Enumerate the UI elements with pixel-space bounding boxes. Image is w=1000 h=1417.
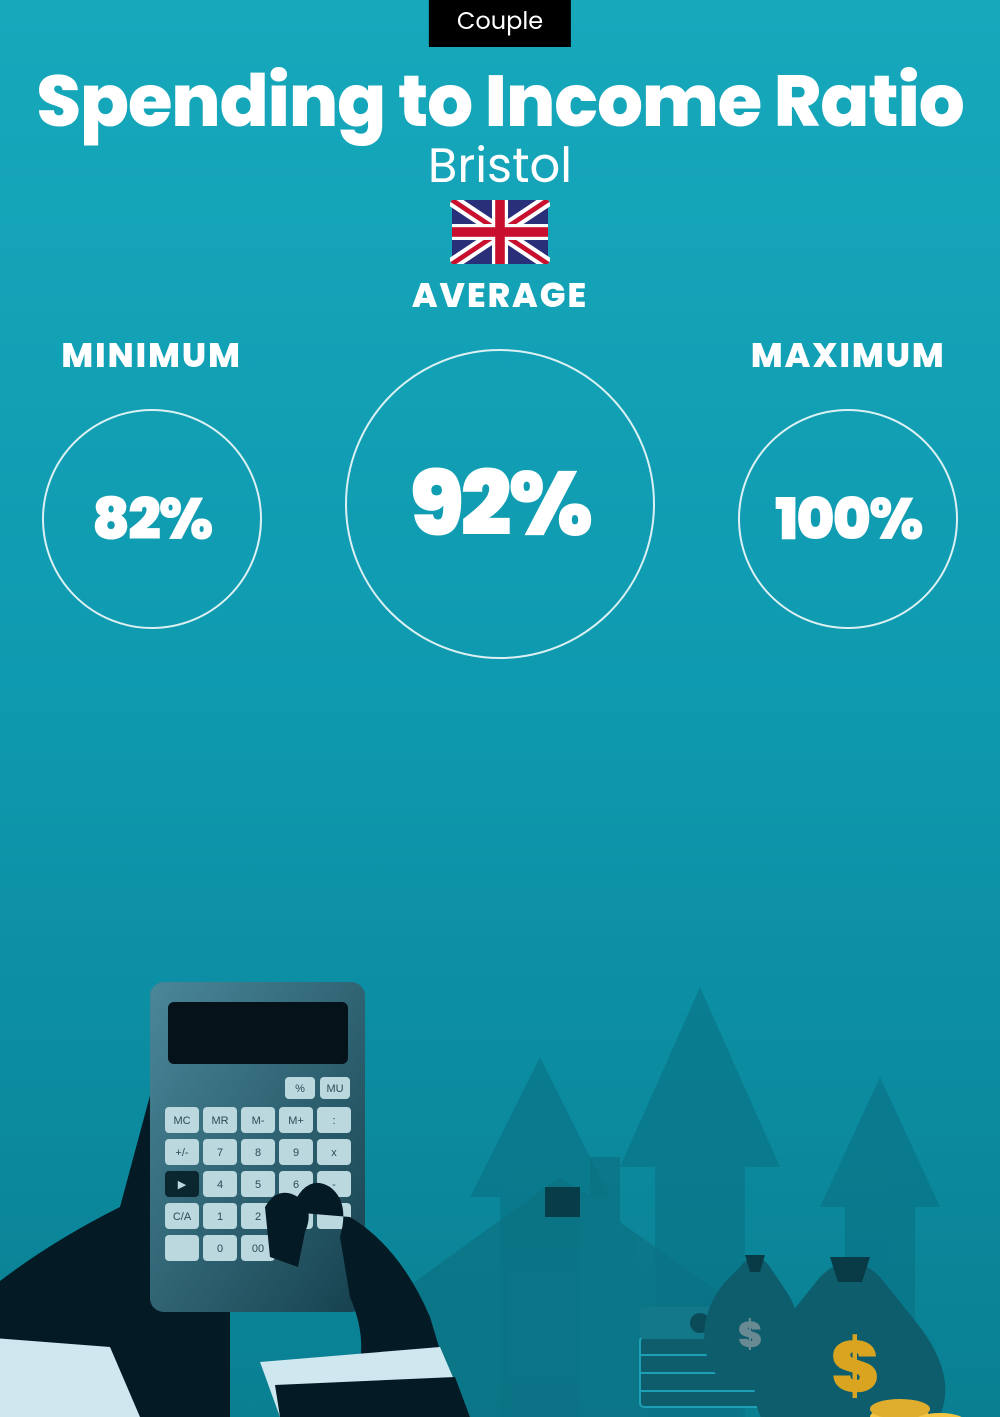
- svg-text:+/-: +/-: [175, 1147, 188, 1159]
- svg-text::: :: [332, 1115, 335, 1127]
- svg-text:-: -: [332, 1179, 336, 1191]
- stat-value-maximum: 100%: [775, 476, 921, 563]
- svg-text:MC: MC: [173, 1115, 190, 1127]
- finance-illustration: $ $: [0, 777, 1000, 1417]
- svg-text:$: $: [738, 1309, 762, 1360]
- stat-label-maximum: MAXIMUM: [751, 330, 946, 381]
- stat-circle-minimum: 82%: [42, 409, 262, 629]
- svg-text:%: %: [295, 1083, 305, 1095]
- calculator-icon: %MU MCMRM-M+: +/-789x ▶456- C/A123 000: [150, 982, 365, 1312]
- stat-circle-maximum: 100%: [738, 409, 958, 629]
- svg-text:M+: M+: [288, 1115, 304, 1127]
- stat-maximum: MAXIMUM 100%: [738, 330, 958, 629]
- stat-value-minimum: 82%: [92, 476, 211, 563]
- svg-text:MR: MR: [211, 1115, 228, 1127]
- category-badge: Couple: [429, 0, 571, 47]
- money-bag-large-icon: $: [755, 1257, 946, 1417]
- stat-label-average: AVERAGE: [412, 270, 588, 321]
- stat-average: AVERAGE 92%: [345, 270, 655, 659]
- stat-label-minimum: MINIMUM: [61, 330, 242, 381]
- stats-row: MINIMUM 82% AVERAGE 92% MAXIMUM 100%: [0, 330, 1000, 659]
- uk-flag-icon: [450, 200, 550, 264]
- svg-text:7: 7: [217, 1147, 223, 1159]
- stat-value-average: 92%: [410, 436, 590, 572]
- svg-text:9: 9: [293, 1147, 299, 1159]
- stat-circle-average: 92%: [345, 349, 655, 659]
- svg-text:00: 00: [252, 1243, 264, 1255]
- svg-text:C/A: C/A: [173, 1211, 192, 1223]
- stat-minimum: MINIMUM 82%: [42, 330, 262, 629]
- svg-text:0: 0: [217, 1243, 223, 1255]
- coins-icon: [870, 1399, 966, 1417]
- svg-text:4: 4: [217, 1179, 223, 1191]
- svg-text:MU: MU: [326, 1083, 343, 1095]
- svg-text:8: 8: [255, 1147, 261, 1159]
- svg-text:$: $: [831, 1317, 879, 1417]
- svg-text:▶: ▶: [178, 1179, 187, 1191]
- svg-text:x: x: [331, 1147, 337, 1159]
- svg-text:6: 6: [293, 1179, 299, 1191]
- svg-text:1: 1: [217, 1211, 223, 1223]
- svg-text:M-: M-: [252, 1115, 265, 1127]
- city-subtitle: Bristol: [0, 130, 1000, 202]
- svg-text:2: 2: [255, 1211, 261, 1223]
- svg-text:5: 5: [255, 1179, 261, 1191]
